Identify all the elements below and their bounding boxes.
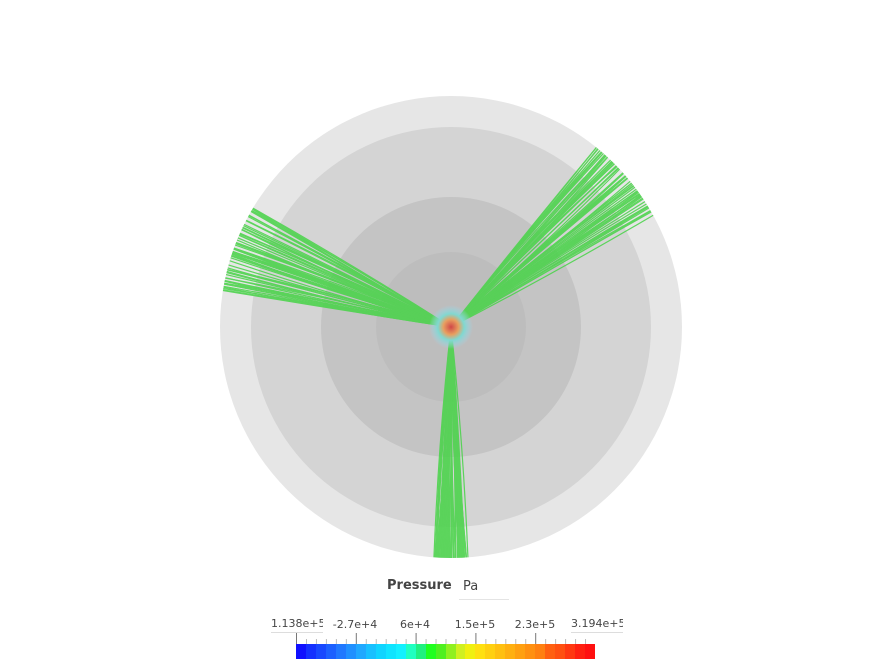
colorbar-segment [405, 644, 416, 659]
colorbar-segment [455, 644, 466, 659]
streamline [450, 159, 651, 328]
streamline [450, 326, 470, 558]
legend-max-input[interactable]: 3.194e+5 [571, 617, 623, 633]
streamline [225, 196, 452, 328]
streamline [450, 190, 674, 328]
streamline [220, 214, 452, 328]
colorbar-segment [485, 644, 496, 659]
colorbar-segment [395, 644, 406, 659]
colorbar-segment [355, 644, 366, 659]
colorbar-segment [575, 644, 586, 659]
streamline [437, 326, 452, 558]
streamline [450, 147, 640, 328]
streamline [435, 326, 452, 558]
pressure-hotspot [429, 305, 473, 349]
streamline [220, 247, 452, 328]
streamline [450, 181, 668, 328]
streamline [450, 326, 470, 558]
colorbar-segment [445, 644, 456, 659]
streamlines [220, 124, 679, 558]
colorbar-segment [555, 644, 566, 659]
colorbar-segment [415, 644, 426, 659]
streamline [450, 124, 616, 328]
colorbar-segment [315, 644, 326, 659]
colorbar-segment [385, 644, 396, 659]
streamline [440, 326, 452, 558]
colorbar-segment [345, 644, 356, 659]
colorbar-segment [325, 644, 336, 659]
legend-colorbar [296, 644, 596, 659]
legend-min-input[interactable]: 1.138e+5 [271, 617, 323, 633]
colorbar-segment [435, 644, 446, 659]
streamline [450, 125, 617, 328]
streamline [450, 195, 677, 328]
colorbar-segment [515, 644, 526, 659]
streamline [450, 143, 637, 328]
legend-tick-label: -2.7e+4 [332, 618, 378, 631]
colorbar-segment [296, 644, 306, 659]
streamline [220, 273, 452, 328]
streamline [450, 199, 679, 328]
streamline [220, 237, 452, 328]
streamline [220, 256, 452, 328]
legend-ticks [296, 633, 587, 644]
colorbar-segment [535, 644, 546, 659]
streamline [450, 326, 466, 558]
streamline [220, 242, 452, 328]
colorbar-segment [375, 644, 386, 659]
streamline [227, 193, 452, 328]
streamline [450, 175, 663, 328]
legend-tick-label: 2.3e+5 [514, 618, 556, 631]
colorbar-segment [525, 644, 536, 659]
3d-viewport[interactable] [0, 0, 891, 560]
colorbar-segment [465, 644, 476, 659]
colorbar-segment [475, 644, 486, 659]
colorbar-segment [565, 644, 576, 659]
colorbar-segment [335, 644, 346, 659]
streamline [220, 272, 452, 328]
colorbar-segment [495, 644, 506, 659]
legend-tick-label: 1.5e+5 [454, 618, 496, 631]
colorbar-segment [585, 644, 596, 659]
streamline [450, 326, 465, 558]
legend-unit-field[interactable]: Pa [459, 574, 509, 600]
colorbar-segment [305, 644, 316, 659]
colorbar-segment [545, 644, 556, 659]
colorbar-segment [365, 644, 376, 659]
colorbar-segment [505, 644, 516, 659]
streamline [220, 234, 452, 328]
streamline [220, 221, 452, 328]
streamline [220, 280, 452, 328]
colorbar-segment [425, 644, 436, 659]
legend-title: Pressure [387, 578, 452, 593]
legend-tick-label: 6e+4 [400, 618, 430, 631]
streamline [450, 326, 456, 558]
